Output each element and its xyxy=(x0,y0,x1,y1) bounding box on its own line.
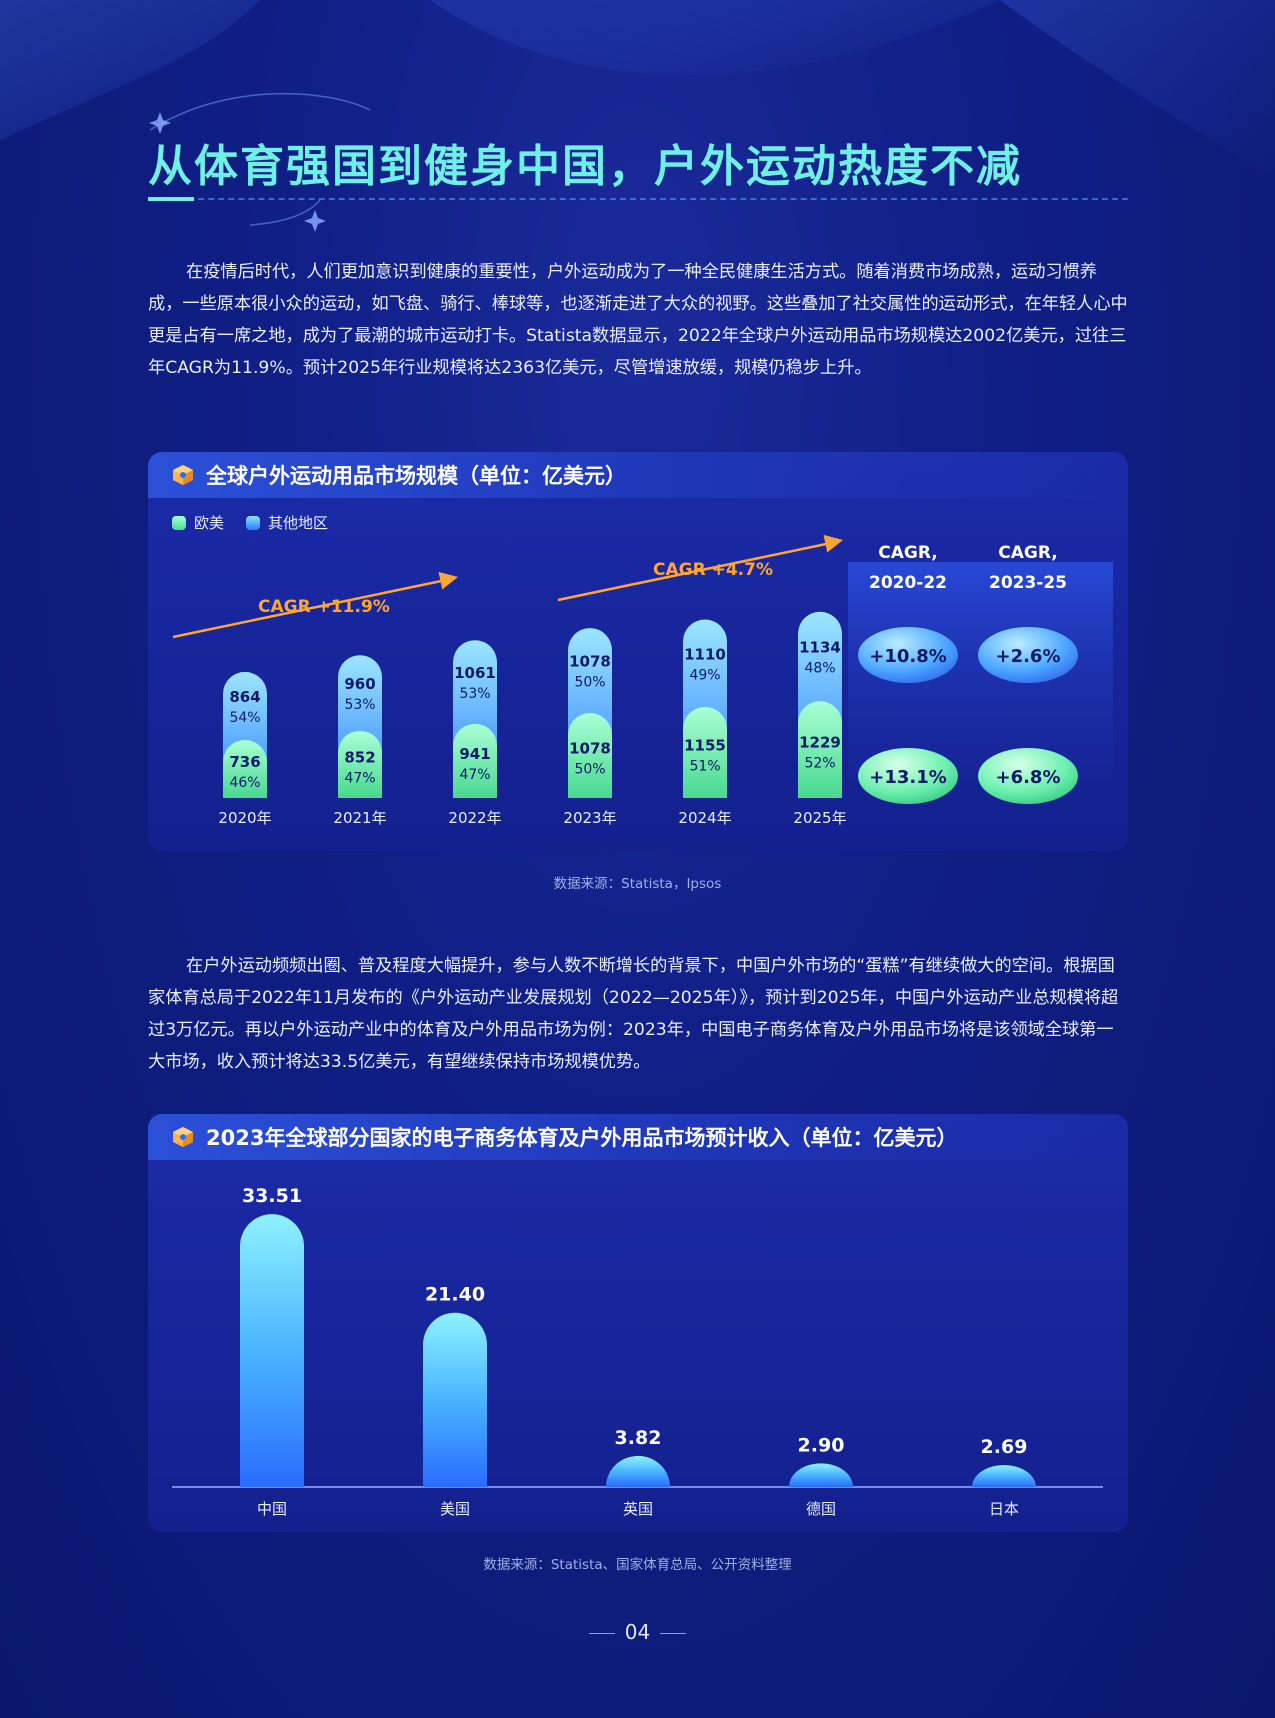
share-label: 47% xyxy=(459,767,490,783)
value-label: 1078 xyxy=(569,740,611,758)
bar xyxy=(972,1465,1036,1487)
country-revenue-chart-panel: 2023年全球部分国家的电子商务体育及户外用品市场预计收入（单位：亿美元） 33… xyxy=(148,1114,1128,1532)
bar-europe-us xyxy=(338,730,382,798)
bar xyxy=(423,1312,487,1487)
cube-icon xyxy=(173,1127,193,1147)
cagr-annotation: CAGR +11.9% xyxy=(258,597,390,617)
bar-europe-us xyxy=(223,740,267,798)
share-label: 48% xyxy=(804,660,835,676)
value-label: 852 xyxy=(344,748,375,766)
x-tick-label: 2025年 xyxy=(793,809,846,827)
legend-label: 其他地区 xyxy=(268,514,329,532)
cagr-header: 2023-25 xyxy=(989,573,1067,593)
bar xyxy=(240,1214,304,1487)
share-label: 52% xyxy=(804,756,835,772)
cagr-arrow-line xyxy=(172,578,447,639)
share-label: 53% xyxy=(344,697,375,713)
cagr-arrow-line xyxy=(557,541,832,602)
page-title: 从体育强国到健身中国，户外运动热度不减 xyxy=(148,141,1022,192)
value-label: 1229 xyxy=(799,734,841,752)
data-label: 21.40 xyxy=(425,1284,485,1306)
cagr-value: +13.1% xyxy=(869,767,947,788)
cagr-arrow-head xyxy=(438,571,458,590)
chart-legend: 欧美 其他地区 xyxy=(172,512,328,533)
x-tick-label: 2023年 xyxy=(563,809,616,827)
page-number-rule xyxy=(588,1633,615,1634)
value-label: 1155 xyxy=(684,736,726,754)
x-tick-label: 2020年 xyxy=(218,809,271,827)
legend-item: 其他地区 xyxy=(246,512,328,533)
data-label: 2.69 xyxy=(981,1436,1028,1458)
bar-europe-us xyxy=(568,713,612,798)
x-tick-label: 英国 xyxy=(623,1500,653,1518)
cagr-pill xyxy=(858,748,958,804)
x-tick-label: 2021年 xyxy=(333,809,386,827)
bar-europe-us xyxy=(798,701,842,798)
title-divider-accent xyxy=(148,197,194,201)
cagr-value: +2.6% xyxy=(995,646,1060,667)
value-label: 941 xyxy=(459,745,490,763)
share-label: 46% xyxy=(229,775,260,791)
page-number-text: 04 xyxy=(624,1620,651,1644)
bar-europe-us xyxy=(453,723,497,798)
x-tick-label: 德国 xyxy=(806,1500,836,1518)
data-label: 2.90 xyxy=(798,1434,845,1456)
cagr-value: +6.8% xyxy=(995,767,1060,788)
data-label: 33.51 xyxy=(242,1185,302,1207)
cagr-annotation: CAGR +4.7% xyxy=(653,560,773,580)
legend-swatch xyxy=(172,515,186,530)
cube-icon xyxy=(173,465,193,485)
share-label: 54% xyxy=(229,710,260,726)
cagr-pill xyxy=(978,748,1078,804)
share-label: 50% xyxy=(574,675,605,691)
share-label: 49% xyxy=(689,667,720,683)
value-label: 960 xyxy=(344,675,375,693)
cagr-header: CAGR, xyxy=(878,543,937,563)
legend-label: 欧美 xyxy=(194,514,225,532)
bar-europe-us xyxy=(683,706,727,798)
x-tick-label: 日本 xyxy=(989,1500,1019,1518)
data-label: 3.82 xyxy=(615,1427,662,1449)
x-tick-label: 中国 xyxy=(257,1500,287,1518)
bar xyxy=(606,1455,670,1487)
share-label: 53% xyxy=(459,686,490,702)
share-label: 47% xyxy=(344,770,375,786)
legend-swatch xyxy=(246,515,261,530)
share-label: 50% xyxy=(574,762,605,778)
stacked-bar-chart: 864 54% 736 46% 2020年 960 53% 852 47% 2021年 1061 53… xyxy=(172,534,1113,827)
chart-title: 2023年全球部分国家的电子商务体育及户外用品市场预计收入（单位：亿美元） xyxy=(206,1126,958,1150)
cagr-header: 2020-22 xyxy=(869,573,947,593)
chart1-source: 数据来源：Statista，Ipsos xyxy=(553,876,722,892)
cagr-header: CAGR, xyxy=(998,543,1057,563)
x-tick-label: 美国 xyxy=(440,1500,470,1518)
share-label: 51% xyxy=(689,758,720,774)
value-label: 864 xyxy=(229,688,260,706)
cagr-pill xyxy=(858,627,958,683)
intro-paragraph: 在疫情后时代，人们更加意识到健康的重要性，户外运动成为了一种全民健康生活方式。随… xyxy=(148,262,1128,378)
chart-title: 全球户外运动用品市场规模（单位：亿美元） xyxy=(206,464,626,488)
cagr-pill xyxy=(978,627,1078,683)
country-bar-chart: 33.51 中国 21.40 美国 3.82 英国 2.90 德国 2.69 日本 xyxy=(172,1185,1103,1518)
cagr-value: +10.8% xyxy=(869,646,947,667)
chart-header: 2023年全球部分国家的电子商务体育及户外用品市场预计收入（单位：亿美元） xyxy=(148,1114,1128,1160)
title-divider xyxy=(148,198,1128,202)
x-tick-label: 2024年 xyxy=(678,809,731,827)
chart-header: 全球户外运动用品市场规模（单位：亿美元） xyxy=(148,452,1128,498)
china-market-paragraph: 在户外运动频频出圈、普及程度大幅提升，参与人数不断增长的背景下，中国户外市场的“… xyxy=(148,956,1119,1072)
value-label: 1134 xyxy=(799,638,841,656)
value-label: 1061 xyxy=(454,664,496,682)
value-label: 1110 xyxy=(684,645,726,663)
bar xyxy=(789,1463,853,1487)
page-number: 04 xyxy=(0,1620,1275,1644)
page-number-rule xyxy=(660,1633,687,1634)
chart2-source: 数据来源：Statista、国家体育总局、公开资料整理 xyxy=(483,1557,792,1573)
x-tick-label: 2022年 xyxy=(448,809,501,827)
value-label: 1078 xyxy=(569,653,611,671)
star-icon xyxy=(304,210,326,232)
market-size-chart-panel: 全球户外运动用品市场规模（单位：亿美元） 欧美 其他地区 xyxy=(148,452,1128,851)
cagr-arrow-head xyxy=(823,534,843,553)
value-label: 736 xyxy=(229,753,260,771)
legend-item: 欧美 xyxy=(172,512,224,533)
